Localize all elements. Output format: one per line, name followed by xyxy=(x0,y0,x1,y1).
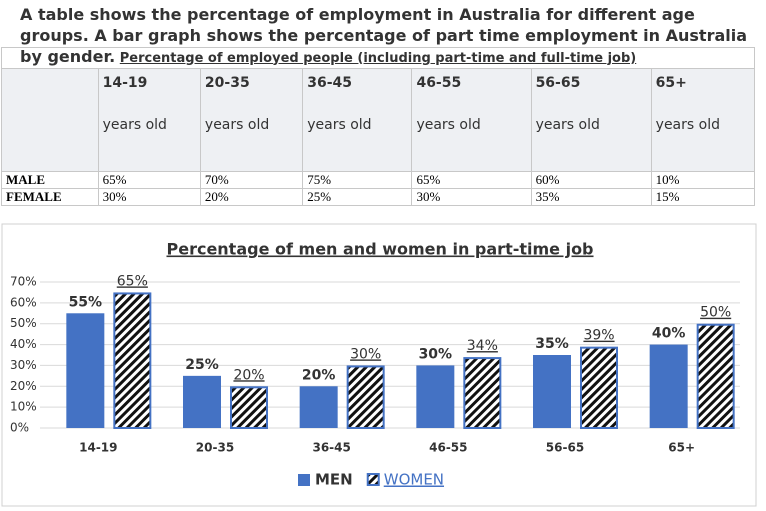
bar xyxy=(346,365,385,430)
table-caption: Percentage of employed people (including… xyxy=(1,47,755,69)
header-unit: years old xyxy=(416,117,481,133)
table-cell: 20% xyxy=(199,188,304,206)
table-cell: 10% xyxy=(650,171,756,189)
value-label: 39% xyxy=(583,328,614,344)
y-tick-label: 10% xyxy=(10,400,37,414)
bar xyxy=(580,346,618,429)
bar xyxy=(696,323,735,429)
y-tick-label: 30% xyxy=(10,358,37,372)
y-tick-label: 40% xyxy=(10,337,37,351)
legend-label: MEN xyxy=(315,471,353,489)
chart-frame xyxy=(1,223,757,507)
header-unit: years old xyxy=(535,117,600,133)
bar xyxy=(416,365,455,428)
caption-row: Percentage of employed people (including… xyxy=(1,47,755,69)
header-unit: years old xyxy=(307,117,372,133)
data-row: FEMALE 30% 20% 25% 30% 35% 15% xyxy=(1,188,756,206)
table-cell: 25% xyxy=(302,188,413,206)
header-age: 36-45 xyxy=(307,75,352,91)
header-unit: years old xyxy=(204,117,270,133)
y-tick-label: 20% xyxy=(10,379,37,393)
header-unit: years old xyxy=(102,117,167,133)
x-tick-label: 20-35 xyxy=(196,441,234,455)
table-cell: 30% xyxy=(411,188,532,206)
value-label: 30% xyxy=(419,346,453,362)
chart: Percentage of men and women in part-time… xyxy=(1,223,757,507)
x-tick-label: 46-55 xyxy=(429,441,467,455)
header-age: 46-55 xyxy=(416,75,462,91)
header-row: 14-19 years old 20-35 years old 36-45 years o… xyxy=(1,68,756,172)
x-tick-label: 65+ xyxy=(668,441,695,455)
employment-table: Percentage of employed people (including… xyxy=(1,47,756,206)
bar xyxy=(183,375,221,428)
table-cell: 60% xyxy=(530,171,652,189)
legend-swatch xyxy=(298,474,310,486)
header-age: 65+ xyxy=(655,75,687,91)
y-tick-label: 0% xyxy=(10,421,29,435)
x-tick-label: 14-19 xyxy=(79,441,117,455)
header-cell: 56-65 years old xyxy=(530,68,652,172)
row-label: MALE xyxy=(1,171,99,189)
header-unit: years old xyxy=(655,117,720,133)
bar xyxy=(463,357,502,429)
x-tick-label: 36-45 xyxy=(312,441,350,455)
header-cell: 36-45 years old xyxy=(302,68,413,172)
value-label: 65% xyxy=(117,273,148,289)
table-cell: 70% xyxy=(199,171,304,189)
header-age: 14-19 xyxy=(102,75,148,91)
bar xyxy=(299,386,338,428)
bar xyxy=(113,292,152,429)
value-label: 20% xyxy=(302,367,336,383)
value-label: 55% xyxy=(69,294,103,310)
header-cell xyxy=(1,68,99,172)
table-cell: 15% xyxy=(650,188,756,206)
legend-label: WOMEN xyxy=(384,471,444,489)
table-cell: 30% xyxy=(97,188,201,206)
bar xyxy=(533,355,571,428)
data-row: MALE 65% 70% 75% 65% 60% 10% xyxy=(1,171,756,189)
header-age: 20-35 xyxy=(204,75,250,91)
value-label: 35% xyxy=(535,336,569,352)
table-cell: 65% xyxy=(411,171,532,189)
y-tick-label: 50% xyxy=(10,316,37,330)
value-label: 50% xyxy=(700,305,731,321)
bar xyxy=(66,313,105,428)
table-cell: 75% xyxy=(302,171,413,189)
x-tick-label: 56-65 xyxy=(546,441,584,455)
value-label: 25% xyxy=(185,357,219,373)
chart-title: Percentage of men and women in part-time… xyxy=(166,240,593,259)
header-cell: 14-19 years old xyxy=(97,68,201,172)
bar xyxy=(649,344,688,428)
header-age: 56-65 xyxy=(535,75,581,91)
row-label: FEMALE xyxy=(1,188,99,206)
value-label: 20% xyxy=(233,367,264,383)
header-cell: 65+ years old xyxy=(650,68,756,172)
header-cell: 46-55 years old xyxy=(411,68,532,172)
bar xyxy=(230,386,268,430)
y-tick-label: 70% xyxy=(10,275,37,289)
y-tick-label: 60% xyxy=(10,295,37,309)
table-cell: 65% xyxy=(97,171,201,189)
legend-swatch xyxy=(366,473,380,486)
value-label: 40% xyxy=(652,326,686,342)
table-cell: 35% xyxy=(530,188,652,206)
value-label: 30% xyxy=(350,346,381,362)
header-cell: 20-35 years old xyxy=(199,68,304,172)
value-label: 34% xyxy=(467,338,498,354)
